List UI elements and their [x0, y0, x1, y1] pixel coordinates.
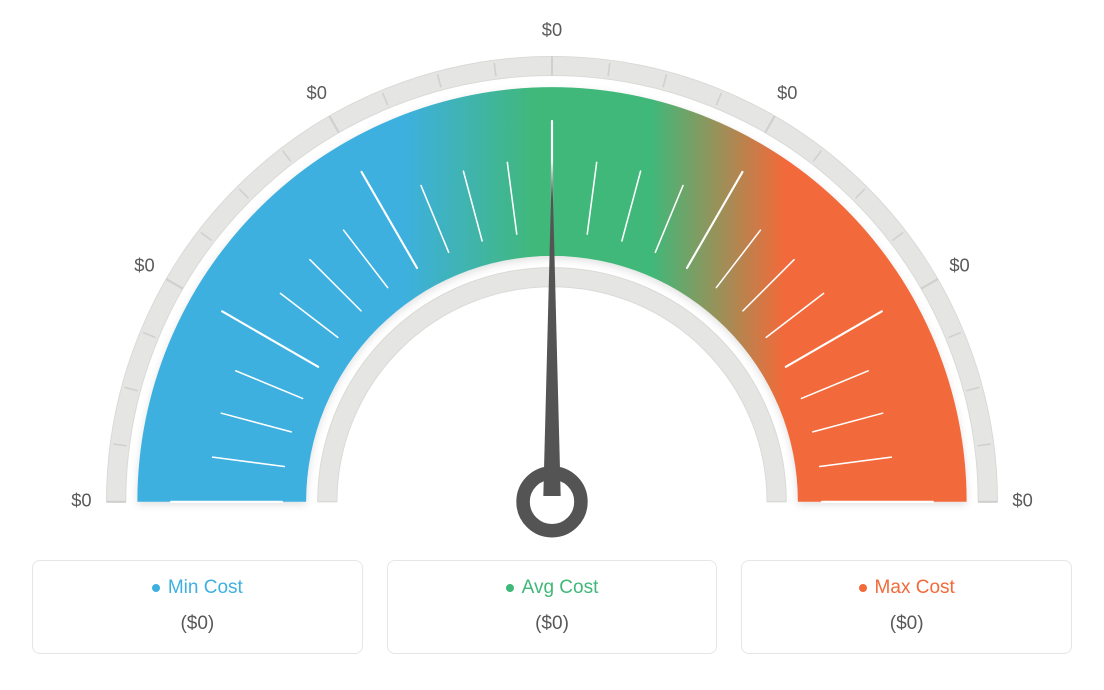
legend-label-min: Min Cost: [168, 577, 243, 599]
legend-row: Min Cost ($0) Avg Cost ($0) Max Cost ($0…: [32, 560, 1072, 654]
gauge-svg: $0 $0 $0 $0 $0 $0 $0: [22, 10, 1082, 550]
legend-value-min: ($0): [53, 613, 342, 635]
svg-text:$0: $0: [1012, 490, 1032, 511]
svg-text:$0: $0: [542, 19, 562, 40]
svg-text:$0: $0: [949, 254, 969, 275]
legend-header-max: Max Cost: [762, 577, 1051, 599]
legend-dot-max: [859, 584, 867, 592]
svg-text:$0: $0: [71, 490, 91, 511]
legend-label-max: Max Cost: [875, 577, 955, 599]
legend-value-max: ($0): [762, 613, 1051, 635]
legend-header-avg: Avg Cost: [408, 577, 697, 599]
legend-card-min: Min Cost ($0): [32, 560, 363, 654]
svg-text:$0: $0: [307, 82, 327, 103]
legend-dot-avg: [506, 584, 514, 592]
legend-label-avg: Avg Cost: [522, 577, 599, 599]
svg-text:$0: $0: [777, 82, 797, 103]
svg-text:$0: $0: [134, 254, 154, 275]
legend-card-max: Max Cost ($0): [741, 560, 1072, 654]
legend-value-avg: ($0): [408, 613, 697, 635]
legend-header-min: Min Cost: [53, 577, 342, 599]
cost-gauge: $0 $0 $0 $0 $0 $0 $0: [22, 10, 1082, 550]
legend-card-avg: Avg Cost ($0): [387, 560, 718, 654]
legend-dot-min: [152, 584, 160, 592]
